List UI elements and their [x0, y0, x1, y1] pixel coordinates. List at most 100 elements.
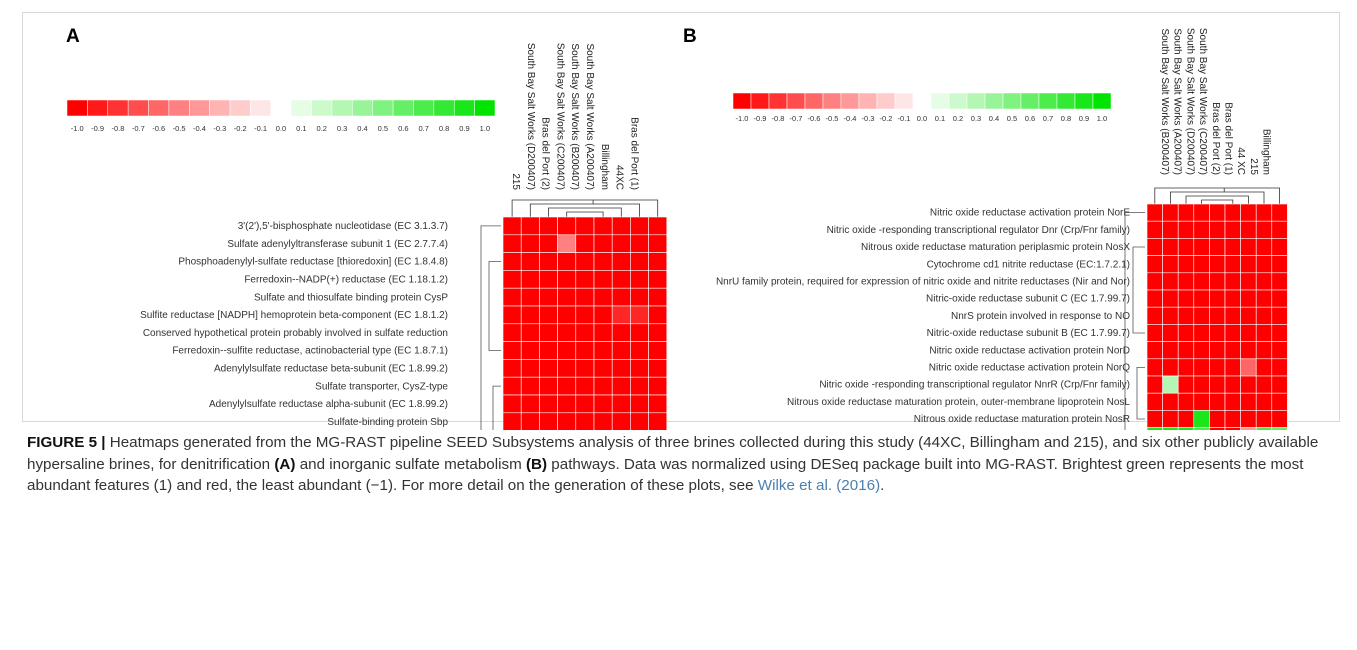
heatmap-cell — [630, 270, 649, 289]
heatmap-cell — [1240, 238, 1257, 256]
heatmap-cell — [1193, 203, 1210, 222]
colorbar-tick-label: -0.4 — [193, 124, 206, 133]
heatmap-cell — [520, 394, 540, 414]
column-label: Bras del Port (1) — [1223, 102, 1234, 175]
heatmap-cell — [1271, 410, 1288, 428]
colorbar-tick-label: 0.2 — [953, 114, 963, 123]
colorbar-swatch — [209, 99, 231, 117]
colorbar-tick-label: 0.7 — [1043, 114, 1053, 123]
colorbar-swatch — [189, 99, 210, 117]
colorbar-tick-label: 0.8 — [439, 124, 449, 133]
heatmap-cell — [1224, 306, 1241, 325]
heatmap-cell — [611, 287, 631, 307]
column-label: South Bay Salt Works (C200407) — [554, 43, 565, 190]
colorbar-swatch — [148, 99, 170, 117]
heatmap-cell — [630, 287, 649, 307]
heatmap-cell — [1209, 324, 1226, 342]
heatmap-cell — [1209, 272, 1226, 291]
heatmap-cell — [1224, 203, 1241, 222]
panel-label-b: B — [683, 26, 697, 47]
heatmap-cell — [1209, 410, 1226, 428]
heatmap-cell — [1162, 289, 1179, 308]
heatmap-cell — [1255, 410, 1273, 428]
column-dendrogram — [511, 199, 659, 217]
colorbar-tick-label: 0.5 — [1007, 114, 1017, 123]
heatmap-cell — [539, 376, 558, 396]
heatmap-cell — [557, 270, 577, 289]
heatmap-cell — [1271, 255, 1288, 274]
heatmap-cell — [1162, 358, 1179, 377]
heatmap-cell — [575, 234, 595, 253]
colorbar-swatch — [948, 92, 968, 110]
heatmap-cell — [611, 323, 631, 342]
heatmap-cell — [1255, 306, 1273, 325]
colorbar-tick-label: -1.0 — [71, 124, 84, 133]
heatmap-cell — [1209, 358, 1226, 377]
heatmap-cell — [1209, 306, 1226, 325]
heatmap-cell — [1177, 358, 1195, 377]
heatmap-cell — [1240, 341, 1257, 360]
colorbar-swatch — [433, 99, 455, 117]
colorbar-tick-label: 0.0 — [917, 114, 927, 123]
heatmap-cell — [1224, 341, 1241, 360]
heatmap-cell — [611, 412, 631, 430]
colorbar-tick-label: 0.6 — [398, 124, 408, 133]
heatmap-cell — [1193, 220, 1210, 239]
heatmap-cell — [1209, 255, 1226, 274]
heatmap-cell — [1177, 203, 1195, 222]
heatmap-cell — [593, 305, 613, 325]
heatmap-cell — [593, 216, 613, 236]
heatmap-cell — [1193, 289, 1210, 308]
heatmap-cell — [1162, 272, 1179, 291]
heatmap-cell — [575, 270, 595, 289]
row-label: Nitric oxide reductase activation protei… — [930, 208, 1130, 219]
heatmap-cell — [1240, 255, 1257, 274]
colorbar-tick-label: -0.6 — [808, 114, 821, 123]
heatmap-cell — [593, 359, 613, 378]
row-label: Nitric-oxide reductase subunit C (EC 1.7… — [926, 294, 1130, 305]
heatmap-cell — [1146, 272, 1163, 291]
heatmap-cell — [593, 376, 613, 396]
heatmap-cell — [539, 323, 558, 342]
heatmap-cell — [575, 394, 595, 414]
column-label: Bras del Port (2) — [1210, 102, 1221, 175]
heatmap-cell — [557, 376, 577, 396]
caption-citation-link[interactable]: Wilke et al. (2016) — [757, 477, 881, 494]
heatmap-cell — [611, 376, 631, 396]
row-label: Conserved hypothetical protein probably … — [143, 328, 448, 339]
heatmap-b: -1.0 -0.9 -0.8 -0.7 -0.6 -0.5 -0.4 -0.3 -0.2 -0.1… — [716, 28, 1288, 430]
row-dendrogram — [1124, 212, 1145, 430]
column-label: South Bay Salt Works (D200407) — [1184, 28, 1195, 175]
heatmap-cell — [539, 216, 558, 236]
heatmap-cell — [1177, 220, 1195, 239]
heatmap-cell — [1193, 324, 1210, 342]
heatmap-cell — [520, 234, 540, 253]
heatmap-cell — [1177, 289, 1195, 308]
heatmap-cell — [1162, 255, 1179, 274]
heatmap-cell — [648, 412, 668, 430]
heatmap-cell — [630, 412, 649, 430]
heatmap-cell — [1255, 238, 1273, 256]
heatmap-cell — [630, 305, 649, 325]
heatmap-cell — [502, 376, 522, 396]
colorbar-swatch — [127, 99, 149, 117]
heatmap-cell — [648, 323, 668, 342]
colorbar-tick-label: -0.8 — [111, 124, 124, 133]
heatmap-cell — [1177, 427, 1195, 430]
heatmap-cell — [1240, 392, 1257, 411]
caption-text-end: . — [880, 477, 885, 494]
heatmap-cell — [593, 234, 613, 253]
colorbar-swatch — [750, 92, 770, 110]
heatmap-cell — [520, 341, 540, 360]
row-label: Nitric-oxide reductase subunit B (EC 1.7… — [927, 328, 1130, 339]
heatmap-cell — [611, 359, 631, 378]
heatmap-cell — [1146, 324, 1163, 342]
heatmap-cell — [502, 234, 522, 253]
heatmap-cell — [1146, 238, 1163, 256]
heatmap-cell — [575, 376, 595, 396]
row-label: NnrU family protein, required for expres… — [716, 276, 1130, 287]
heatmap-cell — [1177, 341, 1195, 360]
heatmap-cell — [539, 252, 558, 271]
row-label: Sulfate and thiosulfate binding protein … — [254, 292, 448, 303]
colorbar-tick-label: 0.0 — [276, 124, 286, 133]
